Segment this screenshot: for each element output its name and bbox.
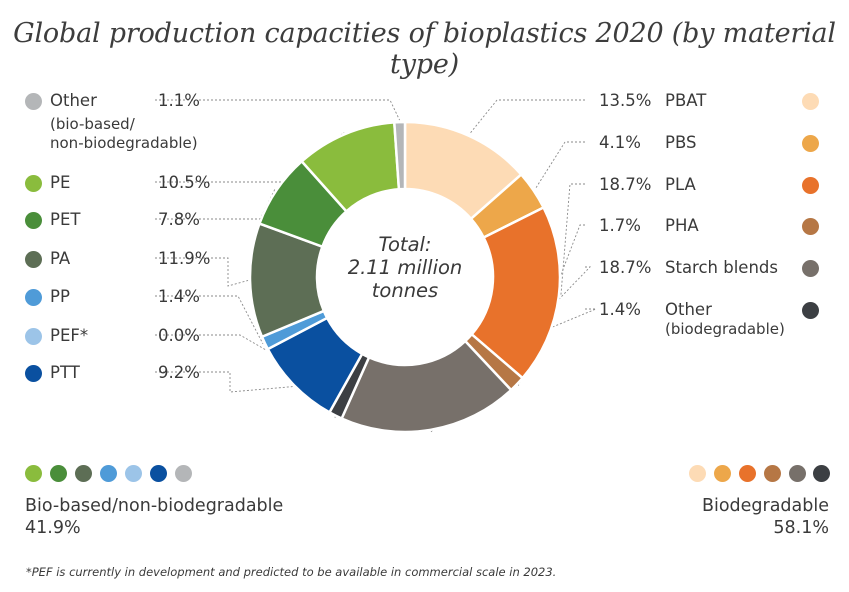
legend-label-pa: PA — [50, 249, 71, 268]
group-dot-starch — [789, 465, 806, 482]
legend-label-pef: PEF* — [50, 326, 89, 345]
group-dot-pe — [25, 465, 42, 482]
legend-dot-pe — [25, 175, 42, 192]
legend-dot-other-biobased — [25, 93, 42, 110]
legend-dot-pp — [25, 289, 42, 306]
value-label-pbat: 13.5% — [599, 91, 652, 110]
chart-title: Global production capacities of bioplast… — [13, 18, 836, 80]
center-line-1: Total: — [378, 233, 432, 256]
group-dot-pla — [739, 465, 756, 482]
legend-sublabel-other-biobased-2: non-biodegradable) — [50, 134, 198, 152]
leader-line-2 — [560, 183, 585, 297]
legend-dot-pa — [25, 251, 42, 268]
value-label-other-biobased: 1.1% — [158, 91, 200, 110]
legend-dot-pbat — [802, 93, 819, 110]
legend-dot-pet — [25, 212, 42, 229]
group-dot-pa — [75, 465, 92, 482]
group-dot-other-bio — [813, 465, 830, 482]
legend-dot-pla — [802, 177, 819, 194]
leader-line-1 — [534, 141, 585, 190]
group-dot-pet — [50, 465, 67, 482]
legend-label-pha: PHA — [665, 216, 699, 235]
leader-line-6 — [155, 371, 293, 393]
group-dot-other-biobased — [175, 465, 192, 482]
group-value-biodegradable: 58.1% — [773, 518, 829, 538]
group-dot-pp — [100, 465, 117, 482]
leader-line-12 — [155, 99, 400, 121]
legend-label-pe: PE — [50, 173, 71, 192]
value-label-other-bio: 1.4% — [599, 300, 641, 319]
group-value-biobased: 41.9% — [25, 518, 81, 538]
legend-label-other-biobased: Other — [50, 91, 97, 110]
legend-label-starch: Starch blends — [665, 258, 778, 277]
value-label-ptt: 9.2% — [158, 363, 200, 382]
legend-label-pla: PLA — [665, 175, 696, 194]
value-label-starch: 18.7% — [599, 258, 652, 277]
legend-sublabel-other-biobased-1: (bio-based/ — [50, 115, 135, 133]
value-label-pp: 1.4% — [158, 287, 200, 306]
value-label-pe: 10.5% — [158, 173, 211, 192]
legend-label-pp: PP — [50, 287, 70, 306]
legend-dot-other-bio — [802, 302, 819, 319]
value-label-pla: 18.7% — [599, 175, 652, 194]
leader-line-7 — [155, 334, 267, 351]
group-dot-pha — [764, 465, 781, 482]
group-dot-pbs — [714, 465, 731, 482]
group-dot-pef — [125, 465, 142, 482]
slice-other-12 — [392, 120, 407, 191]
center-line-2: 2.11 million — [347, 256, 463, 279]
legend-label-pbs: PBS — [665, 133, 697, 152]
value-label-pet: 7.8% — [158, 210, 200, 229]
legend-label-pbat: PBAT — [665, 91, 707, 110]
legend-label-other-bio: Other — [665, 300, 712, 319]
leader-line-3 — [518, 224, 585, 386]
legend-dot-pbs — [802, 135, 819, 152]
legend-sublabel-other-bio: (biodegradable) — [665, 320, 785, 338]
leader-line-0 — [469, 99, 585, 135]
leader-line-9 — [155, 257, 249, 287]
value-label-pha: 1.7% — [599, 216, 641, 235]
value-label-pef: 0.0% — [158, 326, 200, 345]
legend-label-ptt: PTT — [50, 363, 80, 382]
group-dot-ptt — [150, 465, 167, 482]
group-label-biobased: Bio-based/non-biodegradable — [25, 496, 284, 516]
center-line-3: tonnes — [371, 279, 439, 302]
center-total-label: Total: 2.11 million tonnes — [330, 233, 480, 302]
legend-dot-pef — [25, 328, 42, 345]
legend-label-pet: PET — [50, 210, 81, 229]
legend-dot-ptt — [25, 365, 42, 382]
footnote: *PEF is currently in development and pre… — [26, 565, 557, 579]
group-dot-pbat — [689, 465, 706, 482]
value-label-pa: 11.9% — [158, 249, 211, 268]
legend-dot-starch — [802, 260, 819, 277]
group-label-biodegradable: Biodegradable — [701, 496, 829, 516]
leader-line-11 — [155, 131, 345, 183]
donut-slices — [248, 120, 562, 434]
legend-dot-pha — [802, 218, 819, 235]
value-label-pbs: 4.1% — [599, 133, 641, 152]
